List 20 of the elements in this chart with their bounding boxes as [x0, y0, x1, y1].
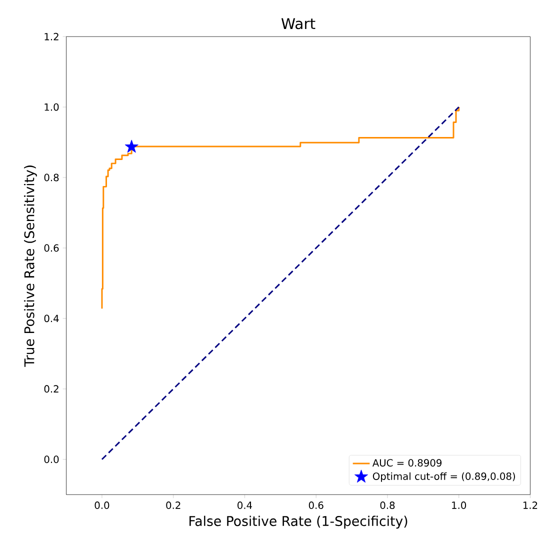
y-tick-label: 0.6 [44, 244, 59, 252]
legend-label: AUC = 0.8909 [372, 459, 442, 467]
chart-title: Wart [281, 18, 316, 30]
y-tick-label: 1.2 [44, 32, 58, 40]
x-tick-label: 0.0 [94, 501, 110, 509]
y-tick-label: 0.4 [44, 314, 59, 322]
x-tick-label: 0.2 [166, 501, 180, 509]
x-tick-label: 0.8 [380, 501, 395, 509]
x-tick-label: 0.4 [238, 501, 252, 509]
y-axis-title: True Positive Rate (Sensitivity) [24, 165, 37, 367]
x-tick-label: 0.6 [308, 501, 324, 509]
y-tick-label: 0.8 [44, 174, 59, 182]
legend-label: Optimal cut-off = (0.89,0.08) [372, 472, 515, 482]
x-tick-label: 1.2 [523, 501, 538, 509]
x-tick-label: 1.0 [452, 501, 466, 509]
x-axis-title: False Positive Rate (1-Specificity) [190, 516, 408, 529]
y-tick-label: 0.2 [44, 385, 58, 393]
line-series [101, 106, 460, 310]
y-tick-label: 1.0 [44, 103, 59, 111]
y-tick-label: 0.0 [44, 456, 59, 464]
